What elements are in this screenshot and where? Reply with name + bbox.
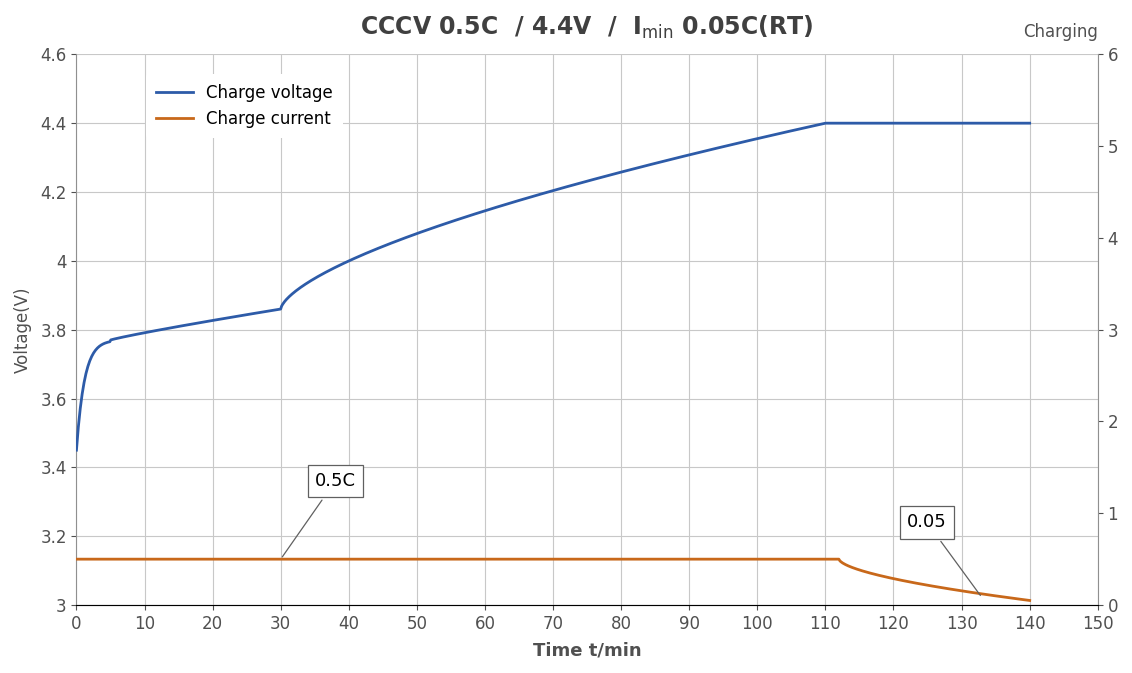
X-axis label: Time t/min: Time t/min bbox=[533, 641, 642, 659]
Y-axis label: Voltage(V): Voltage(V) bbox=[14, 287, 32, 373]
Charge current bbox=[168, 555, 181, 563]
Title: CCCV 0.5C  / 4.4V  /  I$_{\mathrm{min}}$ 0.05C(RT): CCCV 0.5C / 4.4V / I$_{\mathrm{min}}$ 0.… bbox=[360, 14, 814, 41]
Charge voltage bbox=[813, 120, 826, 129]
Charge current bbox=[489, 555, 503, 563]
Text: Charging: Charging bbox=[1023, 23, 1098, 40]
Line: Charge current: Charge current bbox=[77, 559, 1030, 600]
Charge voltage bbox=[70, 446, 84, 454]
Charge voltage bbox=[489, 203, 503, 211]
Charge current bbox=[1023, 596, 1037, 604]
Charge current bbox=[455, 555, 469, 563]
Charge current bbox=[830, 555, 843, 563]
Charge voltage bbox=[168, 323, 181, 331]
Charge voltage bbox=[818, 119, 832, 127]
Charge current bbox=[724, 555, 738, 563]
Charge voltage bbox=[455, 214, 469, 222]
Text: 0.05: 0.05 bbox=[907, 513, 980, 596]
Charge current bbox=[813, 555, 826, 563]
Charge current bbox=[70, 555, 84, 563]
Text: 0.5C: 0.5C bbox=[282, 472, 355, 557]
Charge voltage bbox=[1023, 119, 1037, 127]
Legend: Charge voltage, Charge current: Charge voltage, Charge current bbox=[146, 73, 343, 138]
Line: Charge voltage: Charge voltage bbox=[77, 123, 1030, 450]
Charge voltage bbox=[724, 141, 738, 149]
Charge voltage bbox=[831, 119, 844, 127]
